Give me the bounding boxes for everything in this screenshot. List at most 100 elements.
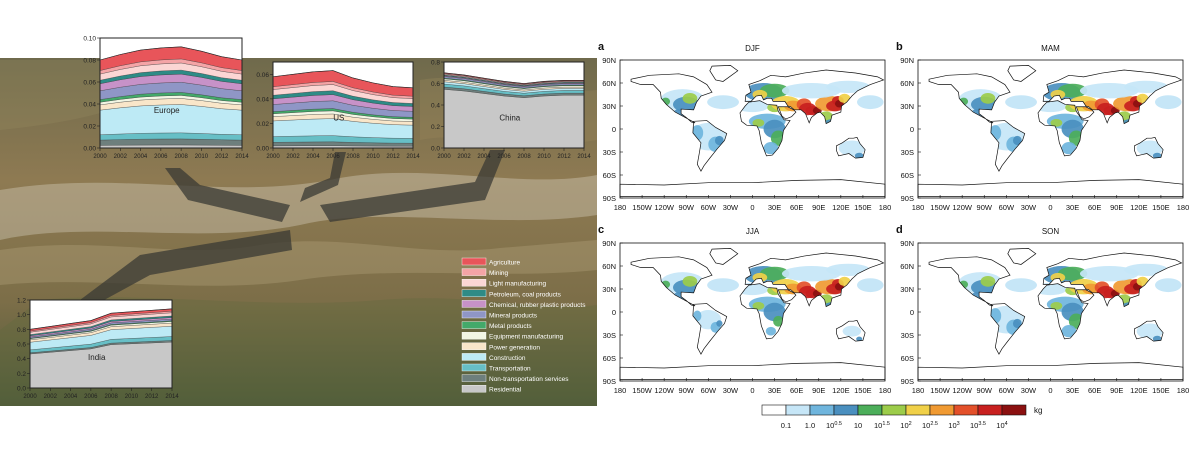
x-tick-label: 2014 [577,154,591,160]
emission-blob [1113,96,1143,112]
emission-blob [1006,136,1022,152]
emission-blob [744,266,783,285]
lat-tick-label: 30S [901,148,914,157]
coastline [739,283,791,340]
lon-tick-label: 150W [930,386,951,395]
coastline [1134,137,1164,159]
lon-tick-label: 30W [723,386,739,395]
legend-label: Petroleum, coal products [489,291,562,298]
lon-tick-label: 90E [812,386,825,395]
emission-blob [971,96,998,113]
map-area [620,60,885,198]
emission-blob [987,122,1025,151]
legend-swatch [461,385,487,393]
lon-tick-label: 90W [679,386,695,395]
emission-blob [773,315,784,327]
x-tick-label: 2014 [235,154,249,160]
coastline [777,106,797,120]
coastline [917,179,1184,197]
x-tick-label: 2006 [326,154,340,160]
china-connector [320,150,505,222]
emission-blob [1136,140,1164,156]
coastline [1075,289,1095,303]
emission-blob [707,95,739,110]
emission-blob [1171,109,1183,119]
lat-tick-label: 0 [910,308,914,317]
coastline [928,256,1011,307]
map-frame [619,242,886,382]
legend-label: Metal products [489,323,532,330]
lon-tick-label: 90W [977,386,993,395]
x-tick-label: 2002 [457,154,471,160]
emission-blob [752,119,765,127]
lon-tick-label: 30W [723,203,739,212]
legend-label: Light manufacturing [489,281,546,288]
emission-blob [838,93,851,103]
emission-blob [971,292,983,302]
emission-blob [1136,323,1164,339]
china-area-chart: 0.0 0.2 0.4 0.6 0.8 2000 2002 2004 2006 2008 2010 2… [431,60,591,161]
coastline [836,137,866,159]
x-tick-label: 2012 [557,154,571,160]
legend-swatch [461,289,487,297]
emission-blob [759,266,790,281]
emission-blob [1132,282,1142,291]
emission-blob [1116,111,1132,124]
emission-blob [770,96,801,112]
lon-tick-label: 150W [632,203,653,212]
emission-blob [1068,313,1084,329]
y-tick-label: 0.02 [256,121,269,128]
lat-tick-label: 60N [900,79,914,88]
emission-blob [812,106,822,115]
emission-blob [784,283,802,295]
emission-blob [1057,266,1088,281]
colorbar-segment [857,404,883,416]
y-tick-label: 0.4 [431,103,440,110]
y-tick-label: 0.0 [17,386,26,393]
us-connector [300,152,346,202]
lon-tick-label: 180 [614,203,627,212]
emission-blob [798,102,817,116]
y-tick-label: 0.6 [17,342,26,349]
lat-tick-label: 90S [901,377,914,386]
emission-field [660,263,885,341]
emission-blob [1096,285,1115,299]
x-tick-label: 2004 [306,154,320,160]
emission-blob [1122,308,1153,322]
emission-blob [812,289,822,298]
x-tick-label: 2012 [145,394,159,400]
lat-tick-label: 0 [612,308,616,317]
lat-tick-label: 90N [602,56,616,65]
coastline [744,252,885,308]
emission-blob [752,302,765,310]
colorbar-unit: kg [1034,406,1042,415]
emission-blob [1124,100,1142,112]
lon-tick-label: 30E [1066,203,1079,212]
y-tick-label: 0.00 [83,146,96,153]
emission-blob [748,113,786,129]
emission-blob [1136,93,1149,103]
emission-blob [1050,119,1063,127]
emission-blob [1155,132,1182,142]
emission-blob [873,109,885,119]
lon-tick-label: 60E [1088,386,1101,395]
legend-swatch [461,257,487,266]
emission-blob [1130,279,1142,289]
coastline [1134,320,1164,342]
emission-blob [796,98,812,111]
lon-tick-label: 30W [1021,203,1037,212]
plot-frame [272,61,414,149]
colorbar-label: 101.5 [874,421,890,430]
emission-blob [661,280,671,289]
legend-swatch [461,363,487,372]
emission-blob [1110,289,1120,298]
emission-blob [763,142,779,155]
map-area [918,243,1183,381]
emission-blob [829,310,850,320]
emission-blob [767,102,782,113]
lon-tick-label: 60E [1088,203,1101,212]
lon-tick-label: 150W [632,386,653,395]
lon-tick-label: 150E [1152,386,1170,395]
